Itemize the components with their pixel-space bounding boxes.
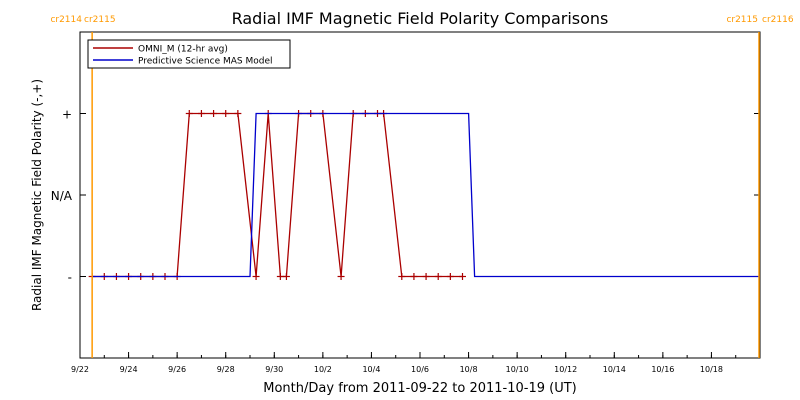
- chart-title: Radial IMF Magnetic Field Polarity Compa…: [232, 9, 609, 28]
- x-tick-label: 10/4: [362, 365, 380, 374]
- x-tick-label: 10/18: [700, 365, 723, 374]
- x-tick-label: 9/22: [71, 365, 89, 374]
- legend: OMNI_M (12-hr avg) Predictive Science MAS…: [87, 39, 291, 69]
- carrington-label: cr2116: [762, 15, 794, 25]
- series-point: [398, 273, 406, 280]
- x-tick-label: 10/12: [554, 365, 577, 374]
- series-point: [222, 110, 230, 117]
- y-tick-label: -: [68, 271, 72, 285]
- series-point: [410, 273, 418, 280]
- legend-label: Predictive Science MAS Model: [138, 57, 273, 67]
- series-point: [434, 273, 442, 280]
- y-axis-label: Radial IMF Magnetic Field Polarity (-,+): [30, 79, 44, 311]
- plot-frame: [79, 31, 761, 359]
- series-point: [276, 273, 284, 280]
- series-point: [337, 273, 345, 280]
- x-tick-label: 10/14: [603, 365, 626, 374]
- x-tick-label: 9/24: [120, 365, 138, 374]
- x-tick-label: 10/2: [314, 365, 332, 374]
- carrington-label: cr2115: [84, 15, 116, 25]
- carrington-label: cr2115: [726, 15, 758, 25]
- x-tick-label: 9/26: [168, 365, 186, 374]
- x-tick-label: 10/8: [460, 365, 478, 374]
- series-point: [252, 273, 260, 280]
- axis-ticks: 9/22 9/24 9/26 9/28 9/30 10/2 10/4 10/6 10/8 10/1…: [51, 108, 761, 374]
- carrington-label: cr2114: [50, 15, 82, 25]
- legend-box: [87, 39, 291, 69]
- x-tick-label: 10/10: [506, 365, 529, 374]
- series-line-1: [92, 112, 760, 278]
- series-point: [234, 110, 242, 117]
- series-point: [185, 110, 193, 117]
- legend-label: OMNI_M (12-hr avg): [138, 45, 228, 55]
- series-line-0: [92, 112, 463, 278]
- series-point: [459, 273, 466, 280]
- x-tick-label: 10/16: [651, 365, 674, 374]
- series-point: [422, 273, 430, 280]
- series-layer: [88, 110, 760, 280]
- x-tick-label: 9/28: [217, 365, 235, 374]
- y-tick-label: +: [62, 108, 72, 122]
- series-point: [210, 110, 218, 117]
- x-tick-label: 9/30: [265, 365, 283, 374]
- series-point: [197, 110, 205, 117]
- series-point: [282, 273, 290, 280]
- series-point: [446, 273, 454, 280]
- x-axis-label: Month/Day from 2011-09-22 to 2011-10-19 …: [263, 381, 576, 396]
- x-tick-label: 10/6: [411, 365, 429, 374]
- y-tick-label: N/A: [51, 189, 73, 203]
- carrington-markers: cr2114 cr2115 cr2115 cr2116: [50, 15, 794, 358]
